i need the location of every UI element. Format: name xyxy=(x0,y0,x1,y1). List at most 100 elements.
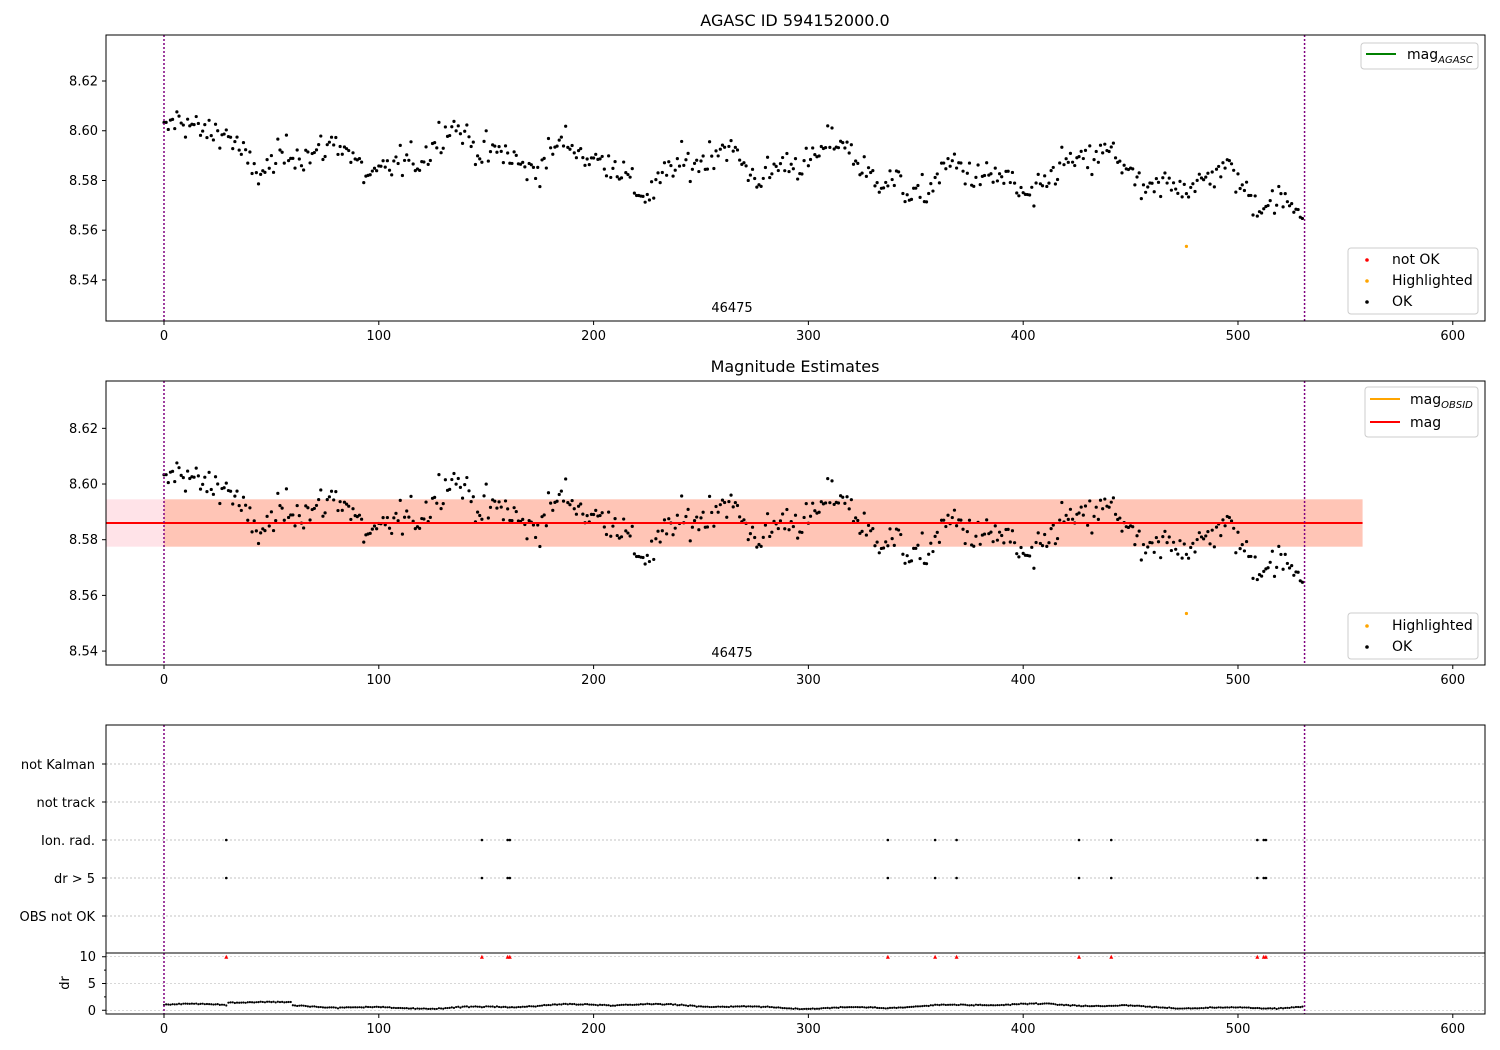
x-tick-label: 0 xyxy=(160,673,168,688)
ok-point xyxy=(619,535,624,539)
dr-point xyxy=(637,1003,640,1006)
ok-point xyxy=(877,190,881,194)
dr-point xyxy=(1269,1007,1272,1010)
dr-outlier-marker xyxy=(885,954,890,959)
ok-point xyxy=(643,562,647,566)
dr-point xyxy=(180,1003,183,1006)
panel2-line-legend: magOBSID mag xyxy=(1364,386,1479,438)
dr-point xyxy=(182,1002,185,1005)
ok-point xyxy=(662,518,667,522)
ok-point xyxy=(269,153,273,158)
ok-point xyxy=(817,510,821,514)
dr-point xyxy=(639,1002,642,1006)
dr-point xyxy=(768,1005,771,1009)
flag-point xyxy=(1109,838,1113,842)
ok-point xyxy=(319,134,323,138)
dr-point xyxy=(540,1004,544,1007)
ok-point xyxy=(686,151,690,156)
dr-point xyxy=(682,1004,685,1007)
ok-point xyxy=(1210,528,1214,532)
ok-point xyxy=(263,170,267,174)
dr-point xyxy=(197,1003,200,1006)
legend2-ok-label: OK xyxy=(1392,639,1413,655)
ok-point xyxy=(263,529,267,533)
ok-point xyxy=(460,496,465,500)
dr-point xyxy=(390,1006,393,1010)
dr-point xyxy=(1092,1004,1096,1008)
ok-point xyxy=(194,466,198,470)
ok-point xyxy=(439,151,443,155)
y-tick-label: 8.58 xyxy=(69,533,98,548)
dr-point xyxy=(399,1006,402,1010)
dr-point xyxy=(1221,1006,1225,1009)
panel3-flags xyxy=(102,724,1486,954)
ok-point xyxy=(1081,156,1085,161)
dr-point xyxy=(388,1006,391,1009)
ok-point xyxy=(583,163,587,167)
ok-point xyxy=(213,122,218,126)
ok-point xyxy=(1180,556,1184,560)
dr-point xyxy=(1232,1006,1235,1009)
ok-point xyxy=(244,148,248,152)
ok-point xyxy=(576,504,581,508)
ok-point xyxy=(594,508,598,513)
dr-point xyxy=(1193,1007,1197,1010)
ok-point xyxy=(1045,544,1049,548)
dr-point xyxy=(1090,1005,1094,1008)
dr-point xyxy=(590,1003,593,1006)
ok-point xyxy=(183,135,188,139)
legend2-ok-marker xyxy=(1365,645,1369,649)
ok-point xyxy=(800,530,804,535)
dr-point xyxy=(1097,1004,1100,1008)
dr-point xyxy=(841,1006,844,1009)
ok-point xyxy=(557,138,561,142)
ok-point xyxy=(512,150,516,154)
dr-point xyxy=(910,1005,913,1008)
dr-point xyxy=(525,1005,529,1008)
panel1-magnitude-vs-time: 8.548.568.588.608.620 100 200 300 400 500 600 xyxy=(69,34,1486,344)
ok-point xyxy=(738,158,742,162)
dr-point xyxy=(1198,1007,1201,1010)
ok-point xyxy=(424,145,428,149)
ok-point xyxy=(265,514,269,518)
dr-point xyxy=(510,1006,514,1009)
dr-point xyxy=(1230,1006,1233,1009)
ok-point xyxy=(770,530,774,534)
dr-point xyxy=(719,1005,722,1008)
dr-point xyxy=(332,1006,335,1009)
panel3-flag-labels: not Kalman not track Ion. rad. dr > 5 OB… xyxy=(20,758,96,925)
ok-point xyxy=(1058,161,1062,165)
ok-point xyxy=(1118,516,1122,520)
legend-not-ok-label: not OK xyxy=(1392,252,1440,268)
dr-point xyxy=(270,1001,273,1004)
ok-point xyxy=(1253,194,1257,198)
dr-point xyxy=(485,1005,488,1008)
dr-point xyxy=(463,1005,466,1008)
dr-point xyxy=(873,1006,877,1009)
x-tick-label: 500 xyxy=(1226,673,1251,688)
dr-point xyxy=(446,1006,449,1010)
ok-point xyxy=(959,161,963,165)
ok-point xyxy=(1249,554,1253,559)
ok-point xyxy=(649,539,654,543)
dr-point xyxy=(1245,1006,1248,1009)
dr-point xyxy=(981,1004,984,1007)
ok-point xyxy=(203,475,207,479)
ok-point xyxy=(282,518,286,522)
ok-point xyxy=(806,164,810,168)
ok-point xyxy=(1236,530,1240,534)
ok-point xyxy=(802,515,806,520)
ok-point xyxy=(1086,523,1090,527)
dr-point xyxy=(934,1003,937,1006)
legend-mag-obsid-label: mag xyxy=(1410,392,1441,408)
dr-point xyxy=(880,1006,883,1010)
dr-point xyxy=(397,1006,400,1010)
ok-point xyxy=(632,191,637,195)
ok-point xyxy=(1017,194,1021,198)
dr-point xyxy=(242,1001,245,1004)
dr-point xyxy=(343,1006,346,1009)
ok-point xyxy=(864,174,868,178)
dr-point xyxy=(839,1005,842,1009)
dr-point xyxy=(1000,1003,1003,1007)
ok-point xyxy=(1092,514,1096,518)
